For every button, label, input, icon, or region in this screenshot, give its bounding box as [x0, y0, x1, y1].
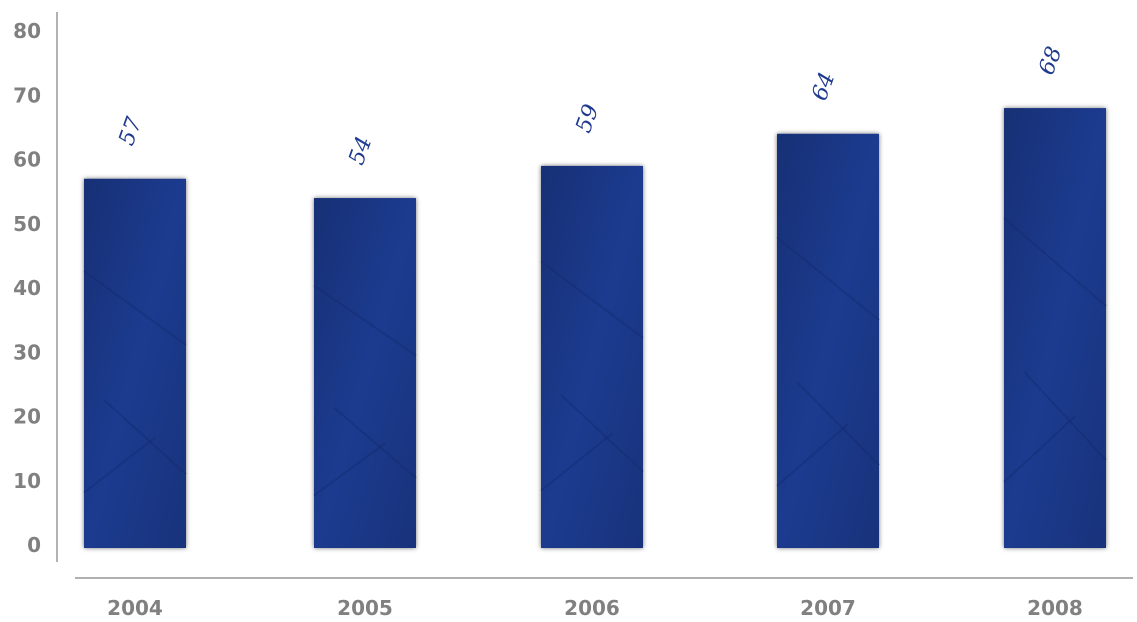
y-axis: 0 10 20 30 40 50 60 70 80	[13, 12, 58, 562]
y-tick-label-60: 60	[13, 148, 41, 172]
bar-crease-2004-1	[103, 399, 187, 475]
bar-crease-2008-2	[1003, 415, 1077, 483]
bar-2006	[540, 165, 644, 549]
data-labels: 57 54 59 64 68	[114, 43, 1067, 168]
x-axis: 2004 2005 2006 2007 2008	[75, 577, 1133, 620]
y-tick-label-0: 0	[27, 533, 41, 557]
y-tick-labels: 0 10 20 30 40 50 60 70 80	[13, 19, 41, 557]
data-label-2005: 54	[344, 133, 377, 168]
bar-crease-2006-2	[540, 432, 614, 492]
x-tick-labels: 2004 2005 2006 2007 2008	[107, 596, 1083, 620]
data-label-2007: 64	[807, 69, 840, 104]
bar-crease-2006-0	[540, 260, 644, 339]
bar-crease-2008-0	[1003, 217, 1107, 307]
bar-2005	[313, 198, 417, 549]
y-tick-label-30: 30	[13, 340, 41, 364]
bar-crease-2006-1	[560, 394, 644, 473]
y-tick-label-10: 10	[13, 469, 41, 493]
bar-crease-2008-1	[1023, 371, 1107, 461]
data-label-2006: 59	[571, 101, 604, 136]
bar-crease-2007-0	[776, 236, 880, 321]
x-tick-label-2008: 2008	[1027, 596, 1083, 620]
x-tick-label-2005: 2005	[337, 596, 393, 620]
bar-2008	[1003, 108, 1107, 548]
bar-texture-2006	[541, 165, 643, 549]
bar-crease-2005-2	[313, 442, 386, 497]
bar-crease-2005-1	[333, 407, 417, 479]
bar-2004	[83, 178, 187, 548]
x-tick-label-2006: 2006	[564, 596, 620, 620]
bar-crease-2005-0	[313, 284, 417, 357]
bar-texture-2004	[84, 178, 186, 548]
bar-crease-2007-2	[776, 422, 850, 487]
bar-texture-2005	[314, 198, 416, 549]
data-label-2008: 68	[1034, 43, 1067, 78]
x-tick-label-2007: 2007	[800, 596, 856, 620]
bar-2007	[776, 133, 880, 549]
bar-texture-2008	[1004, 108, 1106, 548]
x-tick-label-2004: 2004	[107, 596, 163, 620]
bar-crease-2004-2	[83, 436, 157, 494]
y-tick-label-40: 40	[13, 276, 41, 300]
bar-texture-2007	[777, 133, 879, 549]
bar-crease-2007-1	[796, 381, 880, 466]
y-tick-label-80: 80	[13, 19, 41, 43]
y-tick-label-20: 20	[13, 405, 41, 429]
y-tick-label-70: 70	[13, 83, 41, 107]
bar-series	[83, 108, 1107, 549]
y-tick-label-50: 50	[13, 212, 41, 236]
data-label-2004: 57	[114, 114, 147, 149]
bar-crease-2004-0	[83, 270, 187, 346]
